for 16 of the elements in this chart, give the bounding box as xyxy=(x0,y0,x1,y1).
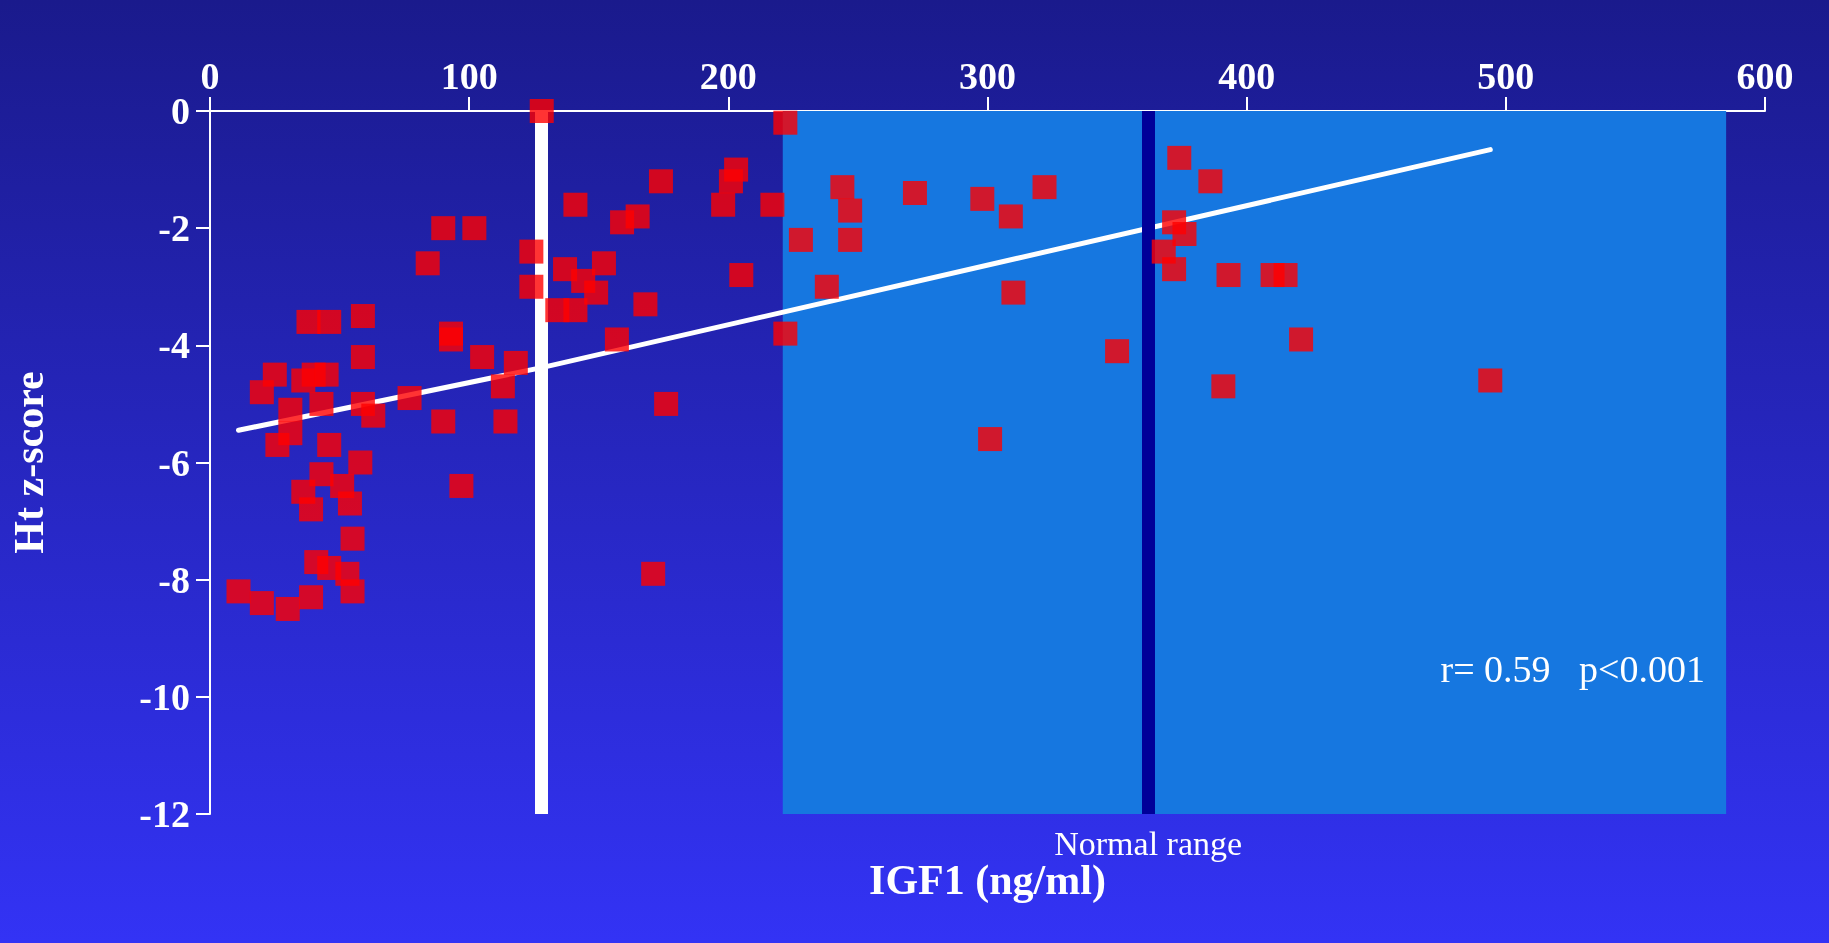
y-tick-label: -2 xyxy=(158,207,190,250)
y-tick-label: 0 xyxy=(171,90,190,132)
y-tick-label: -4 xyxy=(158,324,190,367)
x-tick-label: 500 xyxy=(1477,55,1535,97)
annotation: r= 0.59 p<0.001 xyxy=(1440,648,1705,690)
y-tick-label: -10 xyxy=(139,675,190,718)
x-tick-label: 600 xyxy=(1736,55,1794,97)
x-tick-label: 300 xyxy=(959,55,1016,97)
y-axis-title: Ht z-score xyxy=(6,371,52,554)
y-tick-label: -6 xyxy=(158,441,190,484)
x-tick-label: 200 xyxy=(699,55,757,97)
x-tick-label: 100 xyxy=(440,55,498,97)
y-tick-label: -12 xyxy=(139,793,190,835)
x-tick-label: 400 xyxy=(1218,55,1276,97)
x-tick-label: 0 xyxy=(200,55,220,97)
y-tick-label: -8 xyxy=(158,558,190,601)
